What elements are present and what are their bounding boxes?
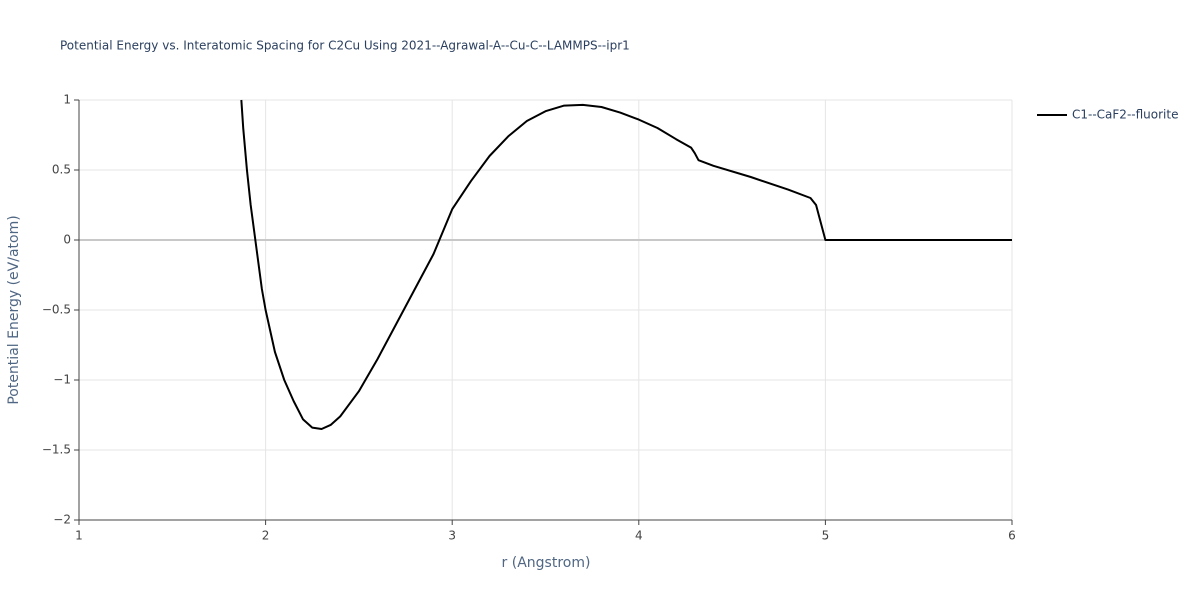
chart-title: Potential Energy vs. Interatomic Spacing… [60, 39, 630, 53]
y-tick-label: −2 [53, 513, 71, 527]
y-tick-label: −0.5 [42, 303, 71, 317]
y-tick-label: 1 [63, 93, 71, 107]
x-tick-label: 4 [635, 529, 643, 543]
y-tick-label: 0.5 [52, 163, 71, 177]
x-tick-label: 3 [448, 529, 456, 543]
x-tick-label: 6 [1008, 529, 1016, 543]
x-axis-title: r (Angstrom) [502, 555, 591, 571]
x-tick-label: 1 [75, 529, 83, 543]
y-tick-label: −1.5 [42, 443, 71, 457]
legend-label: C1--CaF2--fluorite [1072, 108, 1178, 122]
y-tick-label: −1 [53, 373, 71, 387]
x-tick-label: 5 [822, 529, 830, 543]
y-axis-title: Potential Energy (eV/atom) [6, 215, 22, 404]
x-tick-label: 2 [262, 529, 270, 543]
y-tick-label: 0 [63, 233, 71, 247]
line-series [240, 99, 1012, 430]
